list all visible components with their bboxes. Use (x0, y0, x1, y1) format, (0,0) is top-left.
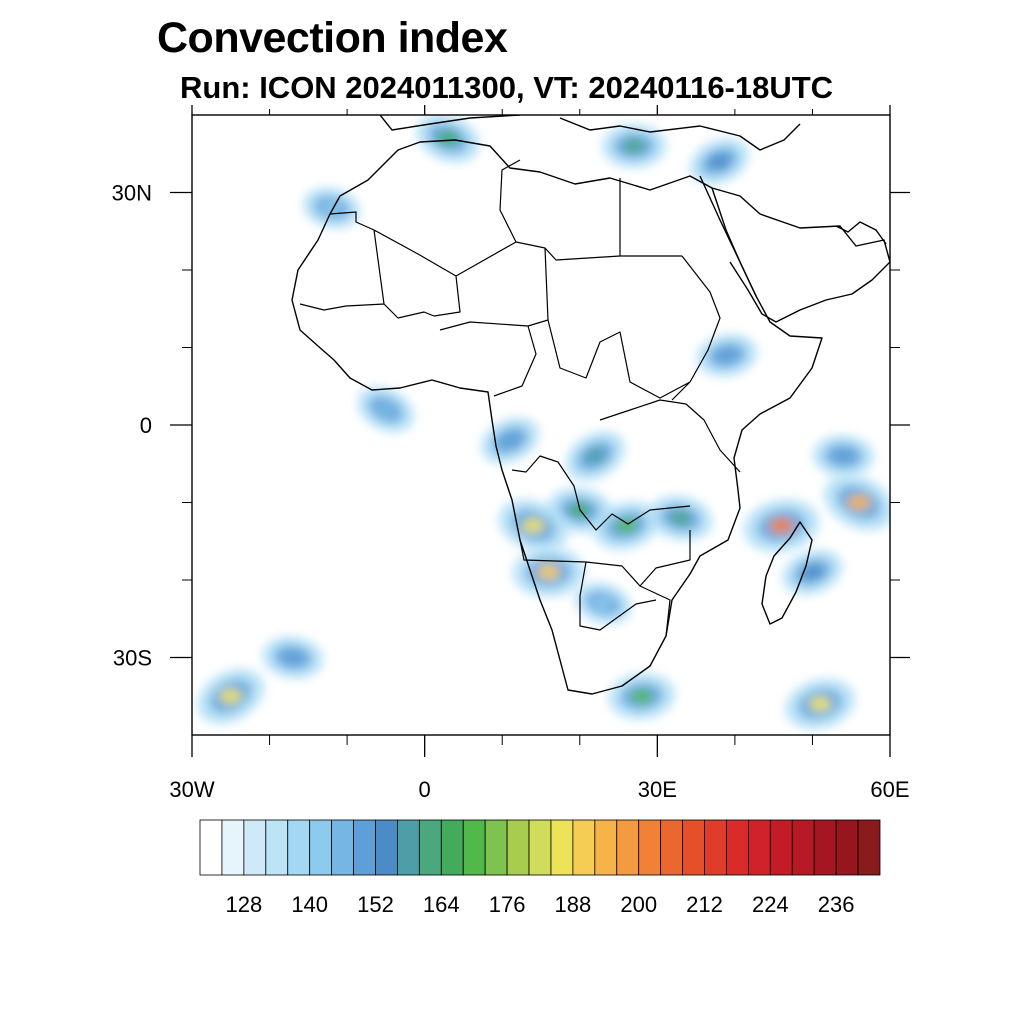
border-lines (299, 159, 741, 637)
convection-cell (302, 187, 361, 229)
colorbar-box (462, 819, 486, 876)
convection-cell (416, 115, 480, 163)
colorbar-box (682, 819, 705, 876)
convection-cell (565, 431, 625, 481)
colorbar-box (769, 819, 793, 876)
colorbar-box (550, 819, 574, 876)
colorbar-box (265, 819, 289, 876)
lat-label: 30S (113, 646, 152, 671)
colorbar-box (747, 819, 771, 876)
convection-cell (648, 495, 713, 541)
colorbar-box (726, 819, 749, 876)
convection-cell (480, 417, 540, 464)
colorbar-label: 188 (555, 892, 592, 917)
colorbar-box (813, 819, 837, 876)
colorbar-box (638, 819, 662, 876)
caspian-gulf (835, 221, 887, 245)
colorbar-box (572, 819, 596, 876)
convection-cell (357, 386, 415, 433)
colorbar-box (331, 819, 354, 876)
lat-label: 0 (140, 413, 152, 438)
colorbar-box (484, 819, 508, 876)
convection-cell (782, 549, 843, 595)
madagascar-coastline (761, 521, 813, 625)
colorbar-box (243, 819, 267, 876)
convection-cell (812, 434, 874, 478)
lon-label: 30E (638, 777, 677, 802)
africa-coastline (291, 139, 823, 695)
arabia-coastline (711, 187, 890, 323)
colorbar-label: 176 (489, 892, 526, 917)
colorbar-box (616, 819, 640, 876)
colorbar-box (528, 819, 552, 876)
map-title: Convection index (157, 14, 508, 62)
colorbar-label: 152 (357, 892, 394, 917)
colorbar-label: 200 (620, 892, 657, 917)
country-borders (299, 159, 741, 637)
colorbar-box (835, 819, 859, 876)
colorbar-box (418, 819, 442, 876)
convection-cell (262, 636, 324, 679)
colorbar-label: 140 (291, 892, 328, 917)
colorbar-label: 224 (752, 892, 789, 917)
lon-label: 60E (870, 777, 909, 802)
coastlines (291, 115, 890, 695)
colorbar-box (397, 819, 420, 876)
convection-cell (785, 678, 856, 730)
mediterranean-north (379, 115, 801, 151)
colorbar-box (221, 819, 245, 876)
colorbar-label: 236 (818, 892, 855, 917)
colorbar-box (199, 819, 223, 876)
colorbar-box (309, 819, 333, 876)
convection-cell (608, 673, 676, 720)
colorbar-box (506, 819, 530, 876)
map-subtitle: Run: ICON 2024011300, VT: 20240116-18UTC (180, 70, 834, 105)
colorbar-box (660, 819, 683, 876)
convection-cell (689, 138, 749, 185)
convection-cell (696, 333, 758, 377)
convection-cell (824, 474, 890, 531)
colorbar-box (353, 819, 376, 876)
colorbar-box (440, 819, 464, 876)
map-axes: 30W 0 30E 60E 30N 0 30S (112, 105, 910, 802)
colorbar-label: 164 (423, 892, 460, 917)
red-sea-coast (699, 175, 757, 297)
convection-cell (498, 499, 568, 553)
colorbar-box (791, 819, 815, 876)
colorbar-box (287, 819, 311, 876)
convection-cell (593, 501, 660, 550)
convection-cell (574, 582, 632, 625)
lat-label: 30N (112, 181, 152, 206)
colorbar: 128 140 152 164 176 188 200 212 224 236 (199, 819, 881, 917)
colorbar-label: 128 (226, 892, 263, 917)
lon-label: 30W (169, 777, 214, 802)
colorbar-box (857, 819, 881, 876)
colorbar-label: 212 (686, 892, 723, 917)
colorbar-box (594, 819, 618, 876)
colorbar-box (375, 819, 398, 876)
convection-cell (197, 668, 265, 724)
colorbar-box (704, 819, 727, 876)
convection-cell (602, 123, 667, 169)
convection-field (197, 115, 890, 730)
lon-label: 0 (419, 777, 431, 802)
